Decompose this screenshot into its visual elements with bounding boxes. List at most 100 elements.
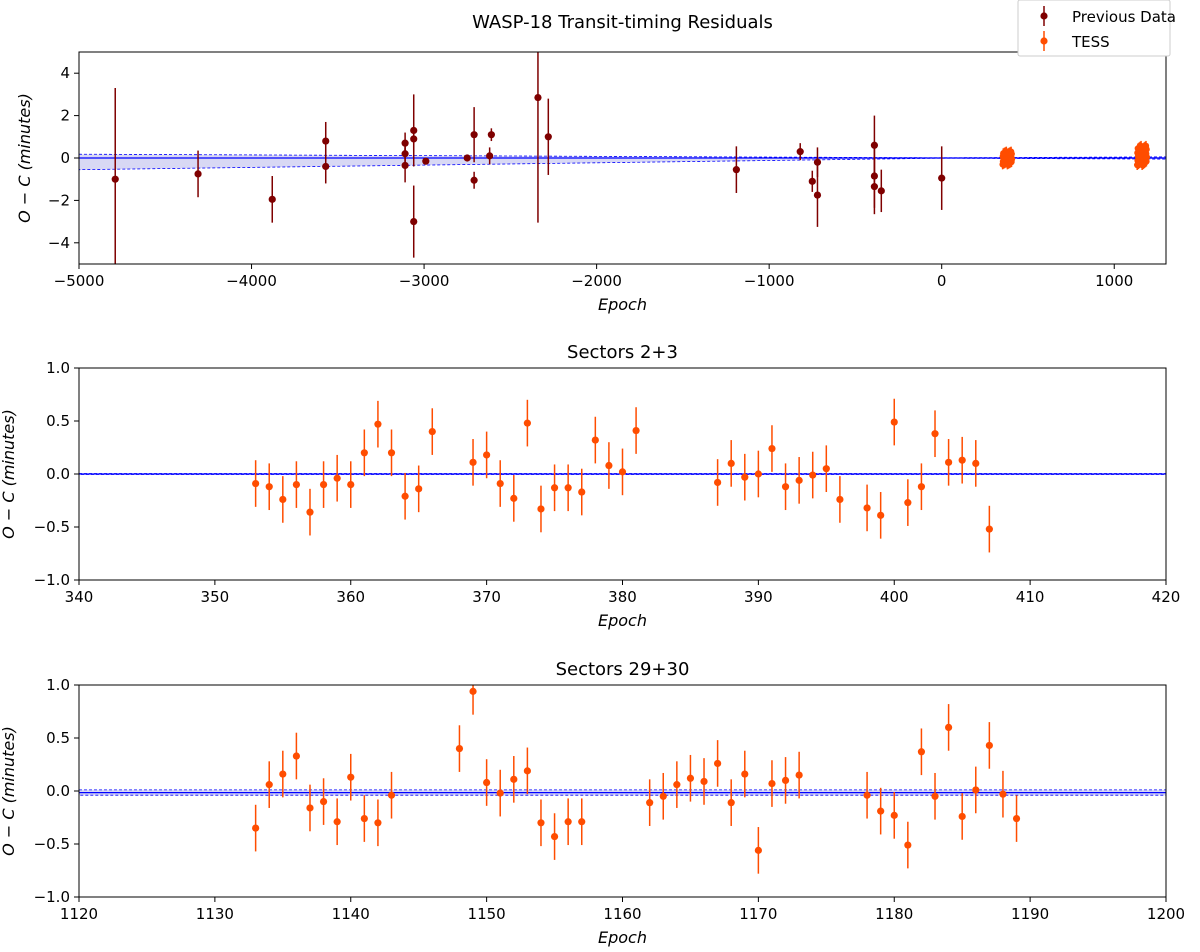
marker [863, 791, 871, 799]
data-point-tess [999, 770, 1007, 818]
marker [306, 804, 314, 812]
marker [537, 505, 545, 513]
x-tick-label: 1180 [875, 905, 913, 923]
data-point-tess [958, 793, 966, 840]
marker [917, 748, 926, 756]
marker [945, 458, 953, 466]
data-point-tess [496, 460, 504, 507]
marker [534, 93, 542, 102]
data-point-tess [822, 445, 830, 493]
marker [768, 444, 776, 453]
data-point-tess [917, 728, 926, 776]
marker [904, 841, 912, 849]
marker [415, 485, 423, 493]
marker [796, 148, 804, 156]
marker [550, 484, 559, 492]
marker [686, 774, 695, 782]
data-point-tess [306, 784, 314, 832]
y-tick-label: 2 [60, 107, 70, 125]
marker [360, 449, 368, 457]
marker [496, 789, 504, 797]
data-point-tess [741, 453, 749, 501]
data-point-previous [194, 150, 202, 198]
marker [111, 175, 119, 183]
marker [795, 476, 803, 484]
data-point-tess [252, 804, 260, 852]
marker [578, 818, 586, 826]
marker [958, 812, 966, 821]
data-point-tess [795, 751, 803, 799]
panel-sectors-29-30: Sectors 29+30 1120 1130 1140 1150 1160 1170 118… [0, 659, 1185, 947]
x-tick-label: 390 [744, 588, 773, 606]
marker [422, 157, 430, 165]
data-point-tess [347, 753, 355, 801]
data-point-previous [410, 126, 418, 152]
marker [292, 752, 300, 760]
marker [319, 481, 328, 489]
data-point-tess [945, 439, 953, 486]
x-tick-label: −5000 [54, 272, 105, 290]
y-tick-label: 1.0 [46, 359, 70, 377]
marker [265, 483, 273, 491]
marker [917, 483, 926, 491]
marker [470, 131, 478, 139]
y-tick-label: 0.5 [46, 412, 70, 430]
marker [387, 791, 396, 799]
legend-marker-previous [1040, 6, 1048, 26]
y-tick-label: 4 [60, 64, 70, 82]
x-tick-label: −3000 [399, 272, 450, 290]
marker [972, 786, 980, 794]
y-tick-label: 0.0 [46, 782, 70, 800]
marker [470, 176, 478, 184]
data-point-tess [781, 757, 790, 804]
y-tick-label: −1.0 [34, 888, 70, 906]
marker [322, 137, 330, 145]
data-point-tess [686, 754, 695, 802]
marker [781, 483, 790, 491]
data-point-tess [360, 429, 368, 477]
data-point-tess [890, 398, 898, 446]
data-point-tess [401, 472, 409, 520]
data-point-tess [659, 772, 667, 820]
data-point-tess [510, 475, 518, 522]
marker [510, 494, 518, 502]
marker [1008, 155, 1016, 163]
data-point-previous [487, 128, 495, 142]
x-tick-label: 1170 [739, 905, 777, 923]
data-point-tess [714, 459, 722, 506]
marker [618, 468, 627, 476]
marker [890, 811, 898, 819]
data-point-tess [483, 759, 491, 806]
data-point-previous [877, 169, 885, 213]
data-point-tess [836, 476, 844, 523]
data-point-tess [428, 408, 436, 455]
marker [999, 790, 1007, 798]
data-point-tess [1012, 795, 1021, 842]
data-point-tess [904, 821, 912, 869]
data-point-previous [813, 163, 822, 227]
tess-cluster [999, 146, 1016, 170]
marker [972, 459, 980, 467]
marker [306, 508, 314, 516]
data-point-tess [292, 732, 300, 780]
legend: Previous Data TESS [1017, 0, 1176, 57]
data-point-previous [938, 146, 946, 210]
plot-area [79, 52, 1166, 264]
x-tick-label: 1000 [1095, 272, 1133, 290]
data-point-tess [306, 488, 314, 536]
data-point-previous [401, 148, 409, 183]
data-point-previous [111, 88, 119, 264]
data-point-tess [863, 771, 871, 819]
marker [632, 426, 640, 435]
data-point-tess [917, 463, 926, 511]
x-tick-label: 410 [1016, 588, 1045, 606]
data-point-tess [591, 416, 599, 464]
y-tick-label: 0.5 [46, 729, 70, 747]
marker [537, 819, 545, 827]
marker [564, 818, 572, 826]
data-point-tess [877, 492, 885, 539]
y-tick-label: −2 [48, 191, 70, 209]
marker [727, 799, 735, 807]
data-point-tess [550, 464, 559, 512]
